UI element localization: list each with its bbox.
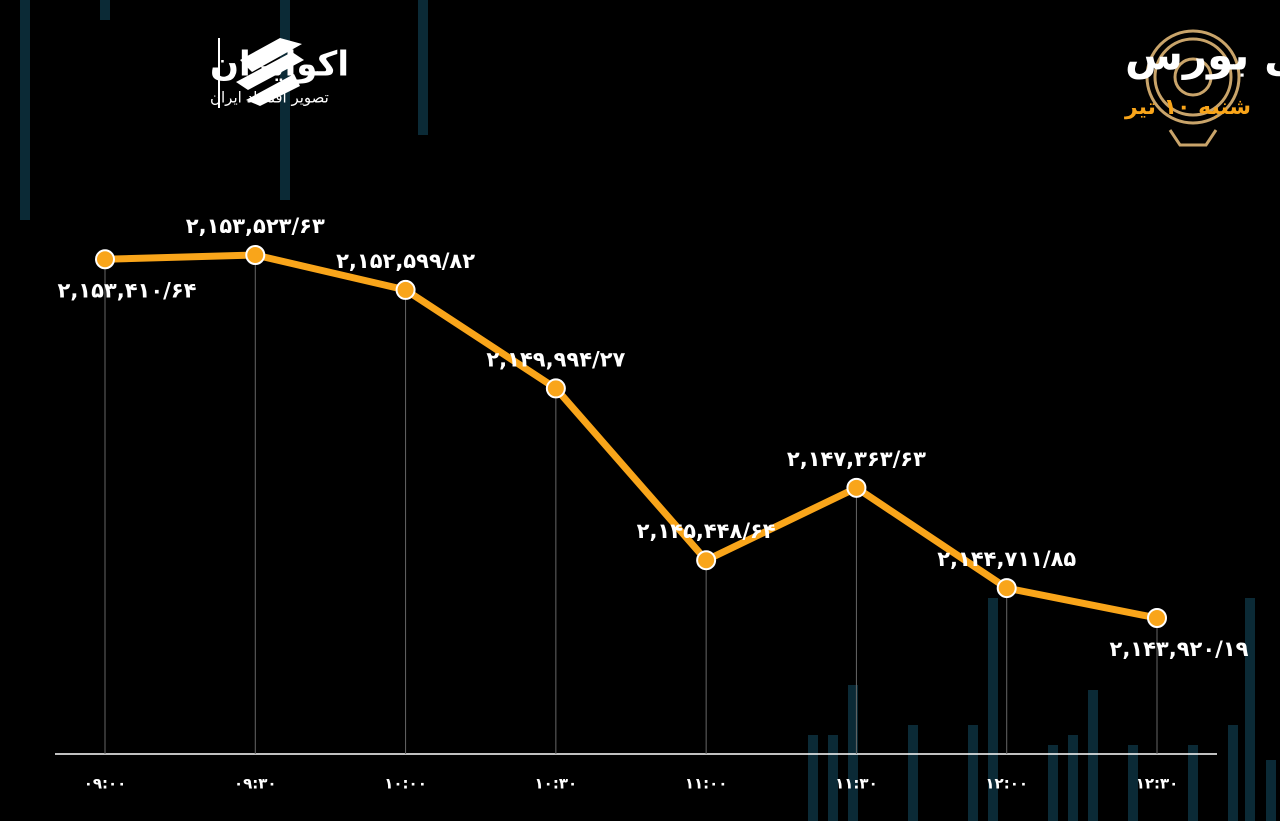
x-tick-label: ۱۲:۰۰: [985, 775, 1028, 793]
x-tick-label: ۱۰:۳۰: [535, 775, 578, 793]
point: [696, 550, 717, 571]
point: [846, 477, 867, 498]
value-label: ۲,۱۴۷,۳۶۳/۶۳: [787, 447, 926, 471]
bourse-logo: [1145, 29, 1241, 147]
brand-tagline: تصویر اقتصاد ایران: [210, 89, 329, 107]
chart-subtitle: شنبه ۱۰ تیر: [1124, 95, 1251, 120]
x-tick-label: ۰۹:۳۰: [234, 775, 277, 793]
point: [1147, 608, 1167, 628]
value-label: ۲,۱۴۵,۴۴۸/۶۴: [637, 519, 776, 543]
value-label: ۲,۱۵۲,۵۹۹/۸۲: [336, 249, 475, 273]
value-label: ۲,۱۴۴,۷۱۱/۸۵: [937, 547, 1076, 571]
chart-title: روند شاخص کل بورس: [1125, 31, 1280, 81]
background-bars: [20, 0, 1276, 821]
series-line: [104, 251, 1158, 622]
brand-name: اکوایران: [210, 45, 349, 85]
value-label: ۲,۱۵۳,۴۱۰/۶۴: [58, 278, 197, 302]
x-tick-label: ۱۰:۰۰: [384, 775, 427, 793]
x-tick-label: ۱۱:۰۰: [685, 775, 728, 793]
point: [245, 245, 266, 265]
eco-logo: [218, 38, 304, 108]
point: [95, 249, 115, 270]
value-label: ۲,۱۴۳,۹۲۰/۱۹: [1110, 637, 1249, 661]
value-label: ۲,۱۵۳,۵۲۳/۶۳: [186, 214, 325, 238]
point: [395, 279, 416, 300]
x-tick-label: ۰۹:۰۰: [84, 775, 127, 793]
x-tick-label: ۱۱:۳۰: [835, 775, 878, 793]
x-tick-label: ۱۲:۳۰: [1136, 775, 1179, 793]
point: [996, 578, 1017, 599]
point: [545, 378, 566, 399]
value-label: ۲,۱۴۹,۹۹۴/۲۷: [486, 347, 625, 371]
